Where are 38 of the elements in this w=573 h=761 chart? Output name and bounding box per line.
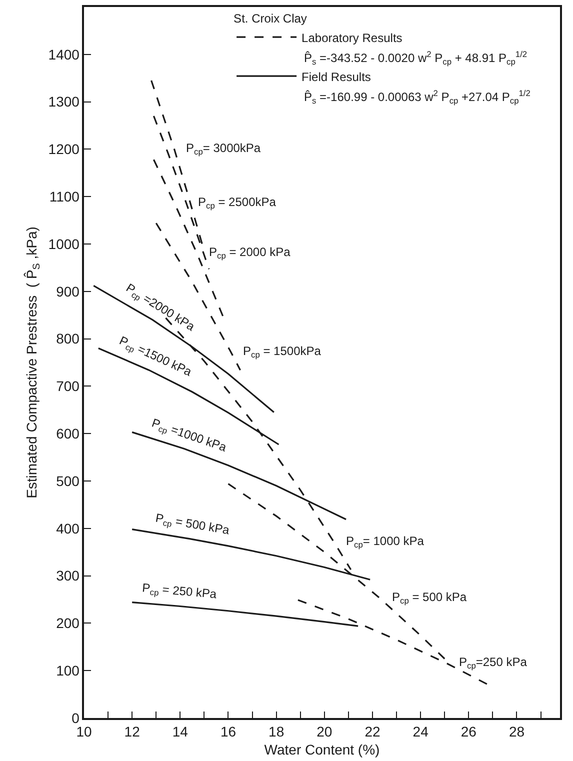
x-tick-label: 10 bbox=[76, 724, 92, 740]
x-tick-label: 24 bbox=[412, 724, 429, 740]
legend-label: Laboratory Results bbox=[302, 30, 402, 45]
annotation: P$_{cp}$ = 1500kPa bbox=[243, 344, 322, 360]
x-tick-label: 26 bbox=[460, 724, 477, 740]
annotation: P$_{cp}$=250 kPa bbox=[459, 655, 528, 671]
legend-label: Field Results bbox=[302, 70, 371, 84]
annotation: P$_{cp}$ = 500 kPa bbox=[392, 590, 467, 606]
y-tick-label: 300 bbox=[56, 568, 80, 584]
annotation: P$_{cp}$= 3000kPa bbox=[186, 141, 261, 157]
x-tick-label: 22 bbox=[364, 724, 380, 740]
x-tick-label: 28 bbox=[508, 724, 525, 740]
y-tick-label: 0 bbox=[72, 710, 80, 726]
y-tick-label: 1000 bbox=[48, 236, 80, 252]
y-tick-label: 200 bbox=[56, 615, 80, 632]
x-tick-label: 16 bbox=[220, 724, 236, 740]
x-tick-label: 12 bbox=[124, 724, 140, 740]
annotation: P$_{cp}$ = 2500kPa bbox=[198, 195, 276, 211]
legend-title: St. Croix Clay bbox=[234, 12, 307, 26]
x-tick-label: 18 bbox=[268, 724, 284, 740]
x-axis-title: Water Content (%) bbox=[264, 741, 380, 758]
annotation: P$_{cp}$ = 2000 kPa bbox=[209, 245, 291, 261]
y-tick-label: 500 bbox=[56, 472, 80, 489]
y-tick-label: 1300 bbox=[48, 94, 80, 110]
y-tick-label: 1100 bbox=[49, 188, 80, 204]
annotation: P$_{cp}$= 1000 kPa bbox=[346, 534, 424, 550]
y-tick-label: 100 bbox=[56, 662, 80, 678]
y-tick-label: 1200 bbox=[48, 141, 80, 158]
x-tick-label: 20 bbox=[316, 724, 332, 740]
y-tick-label: 700 bbox=[56, 378, 80, 394]
annotation: P$_{cp}$ = 250 kPa bbox=[142, 580, 218, 603]
y-tick-label: 400 bbox=[56, 520, 80, 536]
annotation: P$_{cp}$ = 500 kPa bbox=[154, 510, 231, 539]
y-tick-label: 1400 bbox=[48, 46, 80, 62]
y-tick-label: 600 bbox=[56, 426, 80, 442]
x-tick-label: 14 bbox=[172, 724, 188, 740]
y-tick-label: 900 bbox=[56, 283, 80, 300]
y-tick-label: 800 bbox=[56, 330, 80, 347]
